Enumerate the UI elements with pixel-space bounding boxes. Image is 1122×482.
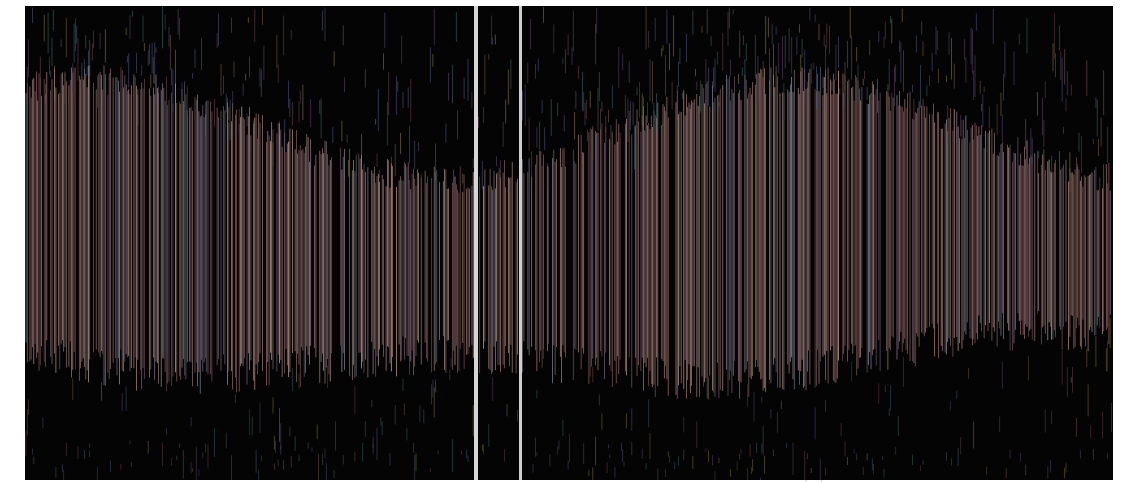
white-stripe — [519, 6, 522, 480]
image-background — [25, 6, 1113, 480]
glitch-image — [0, 0, 1122, 482]
page: {} html, body { margin: 0; padding: 0; b… — [0, 0, 1122, 482]
white-stripe — [474, 6, 478, 480]
page-body: (() => { JSON.parse(document.getElementB… — [0, 0, 1122, 482]
